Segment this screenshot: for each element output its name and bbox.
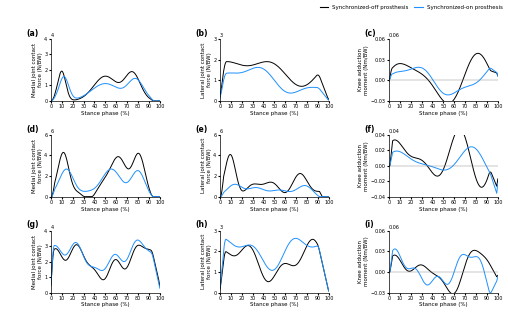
X-axis label: Stance phase (%): Stance phase (%) [250, 206, 299, 212]
Y-axis label: Lateral joint contact
force (N/BW): Lateral joint contact force (N/BW) [201, 138, 212, 193]
Text: 0.04: 0.04 [389, 129, 400, 134]
X-axis label: Stance phase (%): Stance phase (%) [419, 206, 468, 212]
Text: (h): (h) [196, 220, 208, 229]
X-axis label: Stance phase (%): Stance phase (%) [419, 302, 468, 307]
Text: (a): (a) [27, 29, 39, 38]
Y-axis label: Medial joint contact
force (N/BW): Medial joint contact force (N/BW) [32, 235, 43, 289]
Text: (f): (f) [365, 124, 375, 134]
X-axis label: Stance phase (%): Stance phase (%) [81, 111, 130, 116]
Y-axis label: Knee adduction
moment (Nm/BW): Knee adduction moment (Nm/BW) [358, 237, 369, 286]
Text: 3: 3 [220, 33, 223, 38]
Text: 0.06: 0.06 [389, 33, 400, 38]
Text: (g): (g) [27, 220, 39, 229]
Text: 6: 6 [51, 129, 54, 134]
X-axis label: Stance phase (%): Stance phase (%) [250, 111, 299, 116]
Text: 4: 4 [51, 33, 54, 38]
Y-axis label: Medial joint contact
force (N/BW): Medial joint contact force (N/BW) [32, 139, 43, 193]
Legend: Synchronized-off prosthesis, Synchronized-on prosthesis: Synchronized-off prosthesis, Synchronize… [318, 3, 505, 12]
X-axis label: Stance phase (%): Stance phase (%) [81, 206, 130, 212]
Y-axis label: Lateral joint contact
force (N/BW): Lateral joint contact force (N/BW) [201, 42, 212, 98]
X-axis label: Stance phase (%): Stance phase (%) [419, 111, 468, 116]
Text: (e): (e) [196, 124, 208, 134]
Y-axis label: Knee adduction
moment (Nm/BW): Knee adduction moment (Nm/BW) [358, 45, 369, 95]
X-axis label: Stance phase (%): Stance phase (%) [250, 302, 299, 307]
Y-axis label: Lateral joint contact
force (N/BW): Lateral joint contact force (N/BW) [201, 234, 212, 289]
Text: 0.06: 0.06 [389, 225, 400, 230]
Text: (b): (b) [196, 29, 208, 38]
Text: 4: 4 [51, 225, 54, 230]
Y-axis label: Knee adduction
moment (Nm/BW): Knee adduction moment (Nm/BW) [358, 141, 369, 191]
Y-axis label: Medial joint contact
force (N/BW): Medial joint contact force (N/BW) [32, 43, 43, 97]
Text: 6: 6 [220, 129, 223, 134]
Text: (d): (d) [27, 124, 39, 134]
Text: 3: 3 [220, 225, 223, 230]
Text: (i): (i) [365, 220, 374, 229]
Text: (c): (c) [365, 29, 376, 38]
X-axis label: Stance phase (%): Stance phase (%) [81, 302, 130, 307]
